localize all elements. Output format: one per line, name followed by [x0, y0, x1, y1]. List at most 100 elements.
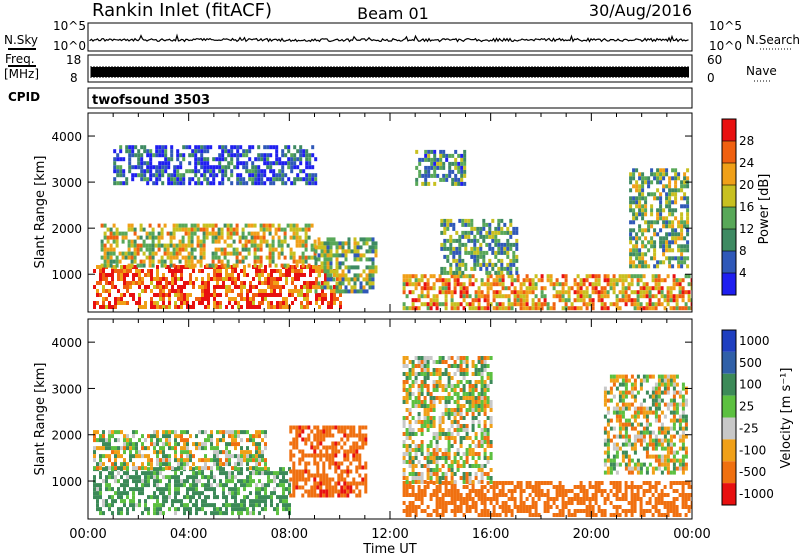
heatmap-cell	[585, 306, 589, 311]
heatmap-cell	[149, 169, 153, 174]
heatmap-cell	[432, 286, 436, 291]
heatmap-cell	[579, 290, 583, 295]
heatmap-cell	[144, 446, 147, 451]
heatmap-cell	[236, 157, 240, 162]
heatmap-cell	[411, 416, 415, 420]
heatmap-cell	[228, 503, 231, 508]
heatmap-cell	[169, 259, 173, 264]
heatmap-cell	[105, 297, 108, 301]
heatmap-cell	[531, 286, 535, 291]
heatmap-cell	[408, 460, 412, 464]
heatmap-cell	[477, 513, 481, 517]
heatmap-cell	[482, 254, 486, 259]
heatmap-cell	[228, 487, 231, 492]
heatmap-cell	[183, 442, 186, 447]
heatmap-cell	[666, 302, 670, 307]
heatmap-cell	[457, 161, 461, 166]
heatmap-cell	[166, 255, 170, 260]
heatmap-cell	[660, 497, 664, 501]
heatmap-cell	[234, 499, 237, 504]
heatmap-cell	[636, 485, 640, 489]
heatmap-cell	[304, 481, 308, 486]
heatmap-cell	[192, 483, 195, 488]
heatmap-cell	[144, 305, 147, 309]
heatmap-cell	[546, 278, 550, 283]
heatmap-cell	[249, 289, 252, 293]
heatmap-cell	[172, 251, 176, 256]
heatmap-cell	[270, 471, 273, 476]
heatmap-cell	[585, 489, 589, 493]
heatmap-cell	[645, 489, 649, 493]
heatmap-cell	[497, 270, 501, 275]
heatmap-cell	[677, 244, 681, 249]
heatmap-cell	[207, 475, 210, 480]
heatmap-cell	[449, 266, 453, 271]
heatmap-cell	[453, 513, 457, 517]
heatmap-cell	[414, 274, 418, 279]
heatmap-cell	[153, 293, 156, 297]
heatmap-cell	[338, 273, 342, 278]
heatmap-cell	[264, 265, 267, 269]
heatmap-cell	[246, 450, 249, 455]
heatmap-cell	[513, 302, 517, 307]
heatmap-cell	[555, 485, 559, 489]
heatmap-cell	[103, 255, 107, 260]
heatmap-cell	[96, 430, 99, 435]
heatmap-cell	[307, 227, 311, 232]
heatmap-cell	[127, 239, 131, 244]
heatmap-cell	[402, 509, 406, 513]
heatmap-cell	[561, 509, 565, 513]
heatmap-cell	[240, 281, 243, 285]
heatmap-cell	[320, 285, 324, 290]
heatmap-cell	[231, 495, 234, 500]
heatmap-cell	[558, 294, 562, 299]
heatmap-cell	[167, 177, 171, 182]
heatmap-cell	[282, 297, 285, 301]
heatmap-cell	[285, 507, 288, 512]
heatmap-cell	[455, 270, 459, 275]
heatmap-cell	[371, 285, 375, 290]
heatmap-cell	[341, 241, 345, 246]
heatmap-cell	[102, 454, 105, 459]
heatmap-cell	[153, 450, 156, 455]
heatmap-cell	[501, 294, 505, 299]
heatmap-cell	[183, 281, 186, 285]
heatmap-cell	[253, 243, 257, 248]
heatmap-cell	[405, 376, 409, 380]
power-colorbar-tick-label: 24	[739, 156, 754, 170]
heatmap-cell	[630, 481, 634, 485]
heatmap-cell	[632, 176, 636, 181]
heatmap-cell	[414, 396, 418, 400]
heatmap-cell	[451, 177, 455, 182]
heatmap-cell	[600, 302, 604, 307]
heatmap-cell	[464, 242, 468, 247]
heatmap-cell	[213, 503, 216, 508]
heatmap-cell	[201, 293, 204, 297]
heatmap-cell	[272, 145, 276, 150]
heatmap-cell	[309, 289, 312, 293]
heatmap-cell	[447, 489, 451, 493]
heatmap-cell	[151, 247, 155, 252]
heatmap-cell	[210, 434, 213, 439]
heatmap-cell	[189, 466, 192, 471]
heatmap-cell	[591, 493, 595, 497]
heatmap-cell	[294, 285, 297, 289]
heatmap-cell	[650, 168, 654, 173]
heatmap-cell	[213, 462, 216, 467]
heatmap-cell	[207, 293, 210, 297]
heatmap-cell	[429, 302, 433, 307]
heatmap-cell	[665, 240, 669, 245]
heatmap-cell	[190, 259, 194, 264]
heatmap-cell	[144, 483, 147, 488]
heatmap-cell	[293, 161, 297, 166]
heatmap-cell	[435, 302, 439, 307]
heatmap-cell	[358, 481, 362, 486]
heatmap-cell	[106, 255, 110, 260]
heatmap-cell	[279, 293, 282, 297]
heatmap-cell	[672, 481, 676, 485]
heatmap-cell	[179, 165, 183, 170]
heatmap-cell	[368, 277, 372, 282]
heatmap-cell	[427, 181, 431, 186]
heatmap-cell	[263, 169, 267, 174]
heatmap-cell	[494, 262, 498, 267]
